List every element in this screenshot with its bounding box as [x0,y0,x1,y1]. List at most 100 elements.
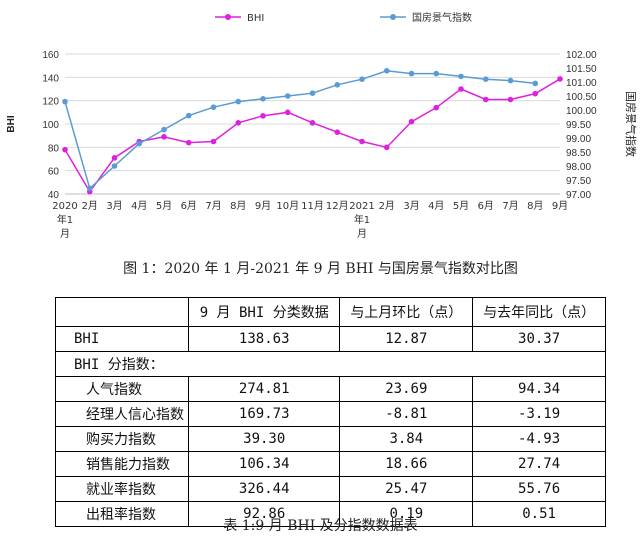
y-left-axis-title: BHI [6,115,17,132]
data-point-guofang [260,96,266,102]
row-label: BHI [55,326,189,352]
legend-swatch-marker [225,14,231,20]
x-tick-label: 8月 [230,200,246,212]
table-header-col1: 9 月 BHI 分类数据 [187,297,341,327]
y-left-tick-label: 160 [42,50,59,61]
data-point-guofang [383,68,390,74]
table-row-bhi: BHI 138.63 12.87 30.37 [55,326,606,352]
x-tick-label: 4月 [131,200,147,212]
y-left-tick-label: 40 [48,190,60,201]
x-tick-label: 3月 [106,200,122,212]
cell-value: 55.76 [472,476,606,502]
cell-value: 23.69 [339,376,474,402]
cell-value: -4.93 [472,426,606,452]
x-tick-label: 6月 [181,200,197,212]
table-header-blank [55,297,189,327]
x-tick-label: 2020 [52,201,77,212]
data-point-guofang [62,98,68,105]
row-label: 销售能力指数 [55,451,189,477]
row-label: 就业率指数 [55,476,189,502]
y-right-tick-label: 98.50 [566,148,591,159]
table-row: 就业率指数 326.44 25.47 55.76 [55,476,606,502]
data-point-bhi [111,155,118,161]
table-row: 人气指数 274.81 23.69 94.34 [55,376,606,402]
cell-value: 12.87 [339,326,474,352]
cell-value: 27.74 [472,451,606,477]
data-point-bhi [235,120,242,126]
chart-canvas: 40 60 80 100 120 140 160 97.00 97.50 98.00 98.50 99… [6,11,638,240]
x-tick-label: 2021 [349,201,374,212]
table-header-col3: 与去年同比（点） [472,297,606,327]
data-point-bhi [309,120,316,126]
x-tick-label: 6月 [478,200,494,212]
data-point-guofang [185,112,192,119]
data-point-guofang [334,82,341,88]
x-tick-label: 月 [60,228,70,240]
row-label: 人气指数 [55,376,189,402]
data-point-guofang [161,126,167,133]
cell-value: 92.86 [187,501,341,527]
data-point-bhi [458,86,464,92]
y-right-tick-label: 100.50 [566,92,597,103]
x-tick-label: 7月 [502,200,518,212]
y-left-tick-label: 80 [48,143,60,154]
x-tick-label: 5月 [453,200,469,212]
x-tick-label: 2月 [379,200,395,212]
data-point-guofang [507,77,514,84]
table-body: BHI 138.63 12.87 30.37 BHI 分指数： 人气指数 274.… [55,326,606,527]
y-left-tick-label: 120 [42,97,59,108]
table-header-row: 9 月 BHI 分类数据 与上月环比（点） 与去年同比（点） [55,297,606,327]
y-right-tick-label: 98.00 [566,162,591,173]
data-point-guofang [532,80,539,87]
data-point-bhi [284,109,291,116]
y-left-tick-label: 100 [42,120,59,131]
x-tick-label: 10月 [276,200,299,212]
data-point-bhi [532,90,539,97]
data-point-guofang [210,104,217,110]
cell-value: -8.81 [339,401,474,427]
data-point-bhi [482,96,489,103]
cell-value: 94.34 [472,376,606,402]
x-tick-label: 4月 [428,200,444,212]
y-right-tick-label: 99.50 [566,120,591,131]
data-point-guofang [482,76,489,82]
data-point-guofang [309,90,316,96]
table-section-row: BHI 分指数： [55,351,606,377]
cell-value: 18.66 [339,451,474,477]
table-row: 购买力指数 39.30 3.84 -4.93 [55,426,606,452]
data-point-guofang [458,73,464,80]
legend-swatch-marker [390,14,396,20]
y-right-tick-label: 102.00 [566,50,597,61]
y-right-tick-label: 97.50 [566,176,591,187]
data-point-bhi [185,139,192,146]
series-line-guofang [64,70,536,190]
cell-value: -3.19 [472,401,606,427]
figure-caption: 图 1：2020 年 1 月-2021 年 9 月 BHI 与国房景气指数对比图 [123,261,518,277]
data-point-bhi [260,113,266,119]
x-tick-label: 5月 [156,200,172,212]
x-tick-label: 2月 [82,200,98,212]
y-right-tick-label: 99.00 [566,134,591,145]
legend-label: 国房景气指数 [412,11,472,24]
data-point-guofang [235,98,242,105]
section-label: BHI 分指数： [55,351,606,377]
y-left-tick-label: 140 [42,73,59,84]
x-tick-label: 月 [357,228,367,240]
row-label: 经理人信心指数 [55,401,189,427]
data-point-guofang [433,70,440,77]
table-header-col2: 与上月环比（点） [339,297,474,327]
cell-value: 0.19 [339,501,474,527]
y-left-tick-label: 60 [48,167,60,178]
cell-value: 30.37 [472,326,606,352]
x-tick-label: 7月 [205,200,221,212]
data-point-bhi [507,96,514,103]
data-point-bhi [334,129,341,135]
data-point-guofang [86,185,93,192]
row-label: 出租率指数 [55,501,189,527]
data-point-guofang [111,163,118,169]
cell-value: 169.73 [187,401,341,427]
x-tick-label: 年1 [354,213,370,226]
cell-value: 0.51 [472,501,606,527]
data-point-bhi [62,146,68,153]
table-row: 经理人信心指数 169.73 -8.81 -3.19 [55,401,606,427]
